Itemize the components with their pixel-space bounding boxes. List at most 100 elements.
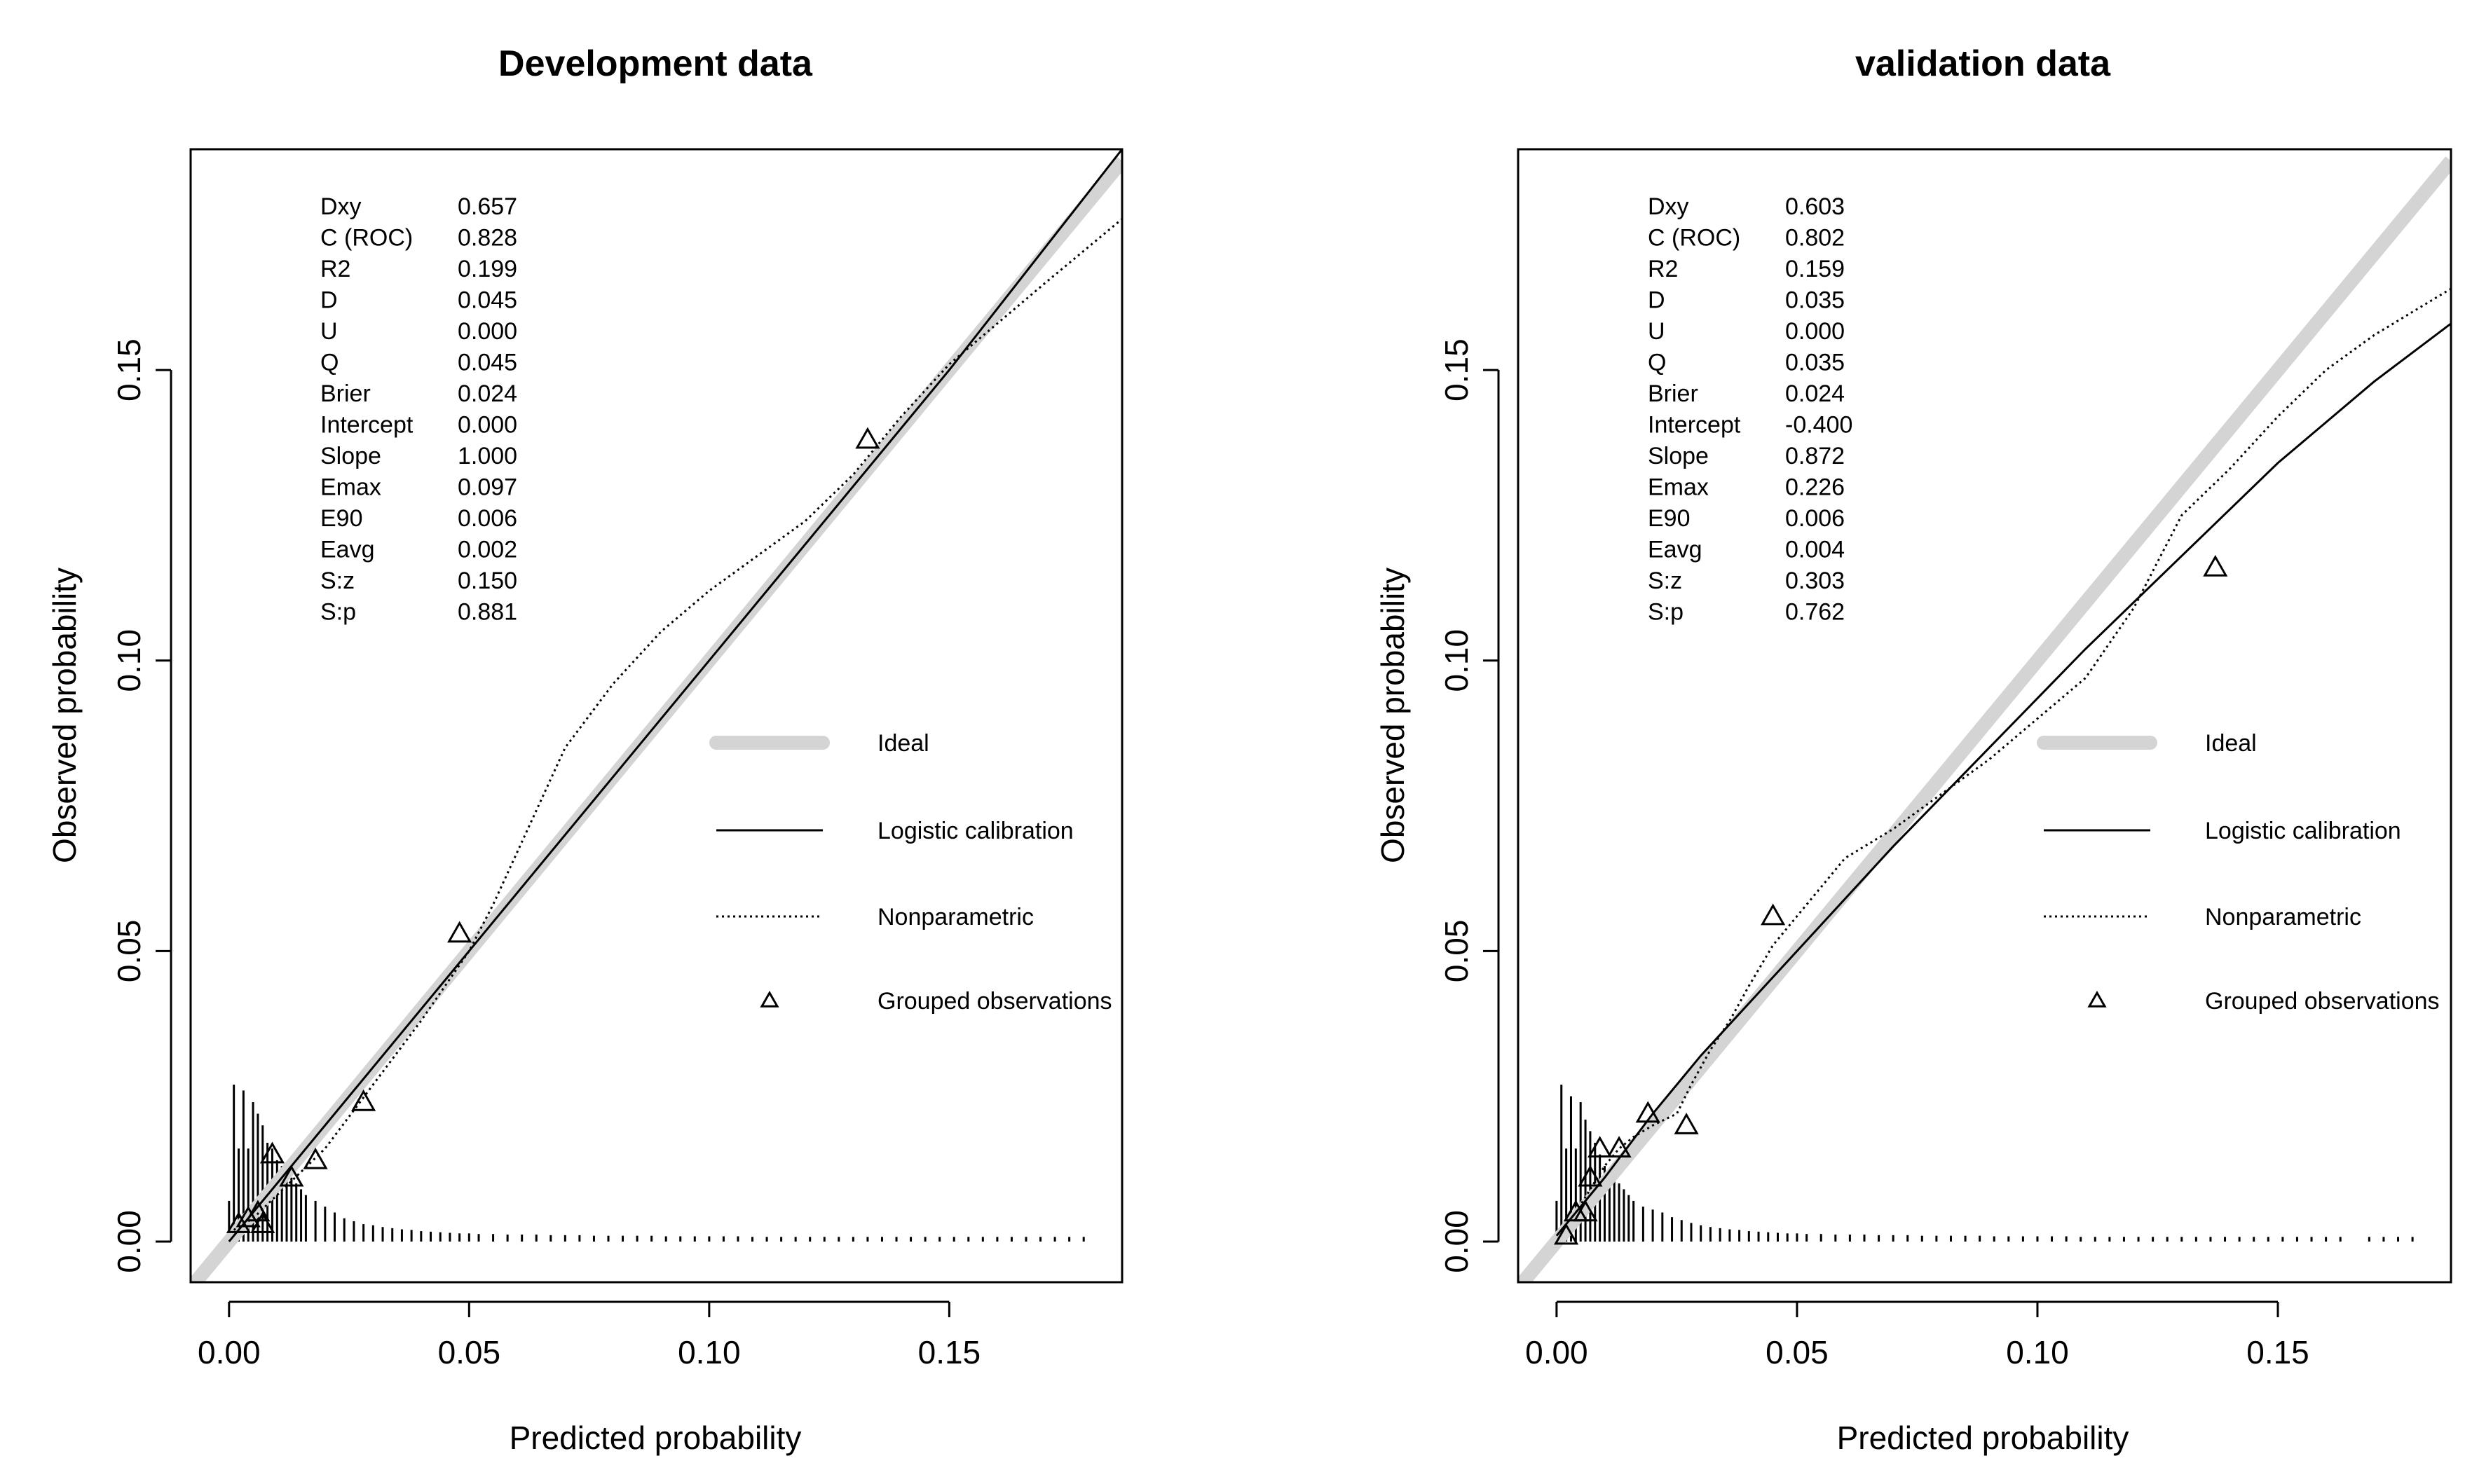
stat-label: D <box>320 287 338 314</box>
legend-triangle-swatch <box>760 990 779 1008</box>
stat-value: 0.226 <box>1785 474 1845 501</box>
grouped-observation-point <box>1554 1223 1579 1245</box>
stat-value: 0.872 <box>1785 443 1845 469</box>
legend: Ideal Logistic calibration Nonparametric Gr… <box>2037 730 2440 1015</box>
stat-value: 0.024 <box>458 380 517 407</box>
validation-panel: validation data Predicted probability Ob… <box>1374 43 2452 1456</box>
prediction-histogram <box>228 1085 1085 1242</box>
legend-triangle-swatch <box>2087 990 2107 1008</box>
grouped-observation-point <box>447 921 472 943</box>
stat-value: 0.000 <box>458 412 517 439</box>
stat-value: 0.150 <box>458 568 517 594</box>
grouped-observation-point <box>1578 1164 1603 1187</box>
stat-value: 0.603 <box>1785 193 1845 220</box>
stat-label: Brier <box>320 380 371 407</box>
stat-value: 1.000 <box>458 443 517 469</box>
x-tick-label: 0.00 <box>1525 1334 1588 1370</box>
legend-label: Logistic calibration <box>2205 818 2401 844</box>
stat-label: S:z <box>1648 568 1682 594</box>
stat-value: 0.303 <box>1785 568 1845 594</box>
stat-label: Intercept <box>1648 412 1741 439</box>
grouped-observation-point <box>2203 555 2228 577</box>
grouped-observation-point <box>1635 1101 1660 1123</box>
stat-value: 0.004 <box>1785 537 1845 563</box>
stat-label: Intercept <box>320 412 414 439</box>
x-tick-label: 0.10 <box>678 1334 741 1370</box>
legend-label: Ideal <box>2205 730 2257 757</box>
stat-label: E90 <box>1648 505 1691 532</box>
legend-label: Ideal <box>878 730 929 757</box>
grouped-observation-point <box>1674 1113 1699 1134</box>
grouped-observation-point <box>855 427 880 449</box>
x-tick-label: 0.05 <box>438 1334 501 1370</box>
grouped-observation-point <box>1761 903 1786 926</box>
stat-value: 0.045 <box>458 287 517 314</box>
chart-title: validation data <box>1855 43 2111 84</box>
ideal-line <box>1518 156 2451 1282</box>
grouped-observation-point <box>303 1147 328 1169</box>
legend-label: Logistic calibration <box>878 818 1074 844</box>
x-axis-label: Predicted probability <box>510 1420 802 1456</box>
grouped-observation-point <box>279 1164 304 1187</box>
plot-frame <box>189 148 1124 1284</box>
x-tick-label: 0.10 <box>2006 1334 2069 1370</box>
stat-label: U <box>1648 318 1665 345</box>
stat-label: D <box>1648 287 1665 314</box>
grouped-observation-point <box>1573 1200 1598 1222</box>
axis-ticks: 0.00 0.05 0.10 0.15 0.00 0.05 0.10 0.15 <box>111 338 981 1370</box>
x-tick-label: 0.05 <box>1766 1334 1829 1370</box>
stat-label: Q <box>320 350 339 376</box>
y-tick-label: 0.00 <box>111 1210 147 1273</box>
stat-label: Emax <box>320 474 381 501</box>
y-tick-label: 0.10 <box>111 629 147 692</box>
y-tick-label: 0.05 <box>111 920 147 983</box>
stat-value: 0.199 <box>458 256 517 282</box>
stat-label: U <box>320 318 338 345</box>
stat-label: Eavg <box>1648 537 1702 563</box>
x-tick-label: 0.15 <box>2246 1334 2309 1370</box>
axis-ticks: 0.00 0.05 0.10 0.15 0.00 0.05 0.10 0.15 <box>1438 338 2309 1370</box>
stat-label: Emax <box>1648 474 1709 501</box>
grouped-observation-point <box>1606 1136 1632 1158</box>
legend-label: Nonparametric <box>878 904 1034 930</box>
stat-value: 0.002 <box>458 537 517 563</box>
stat-value: 0.802 <box>1785 225 1845 252</box>
stat-label: C (ROC) <box>320 225 413 252</box>
legend: Ideal Logistic calibration Nonparametric Gr… <box>709 730 1112 1015</box>
stat-value: 0.097 <box>458 474 517 501</box>
stat-value: 0.024 <box>1785 380 1845 407</box>
stat-value: 0.159 <box>1785 256 1845 282</box>
chart-title: Development data <box>498 43 813 84</box>
stats-table: Dxy 0.657 C (ROC) 0.828 R2 0.199 D 0.045 U 0.000 Q… <box>320 193 517 626</box>
x-tick-label: 0.00 <box>198 1334 261 1370</box>
stats-table: Dxy 0.603 C (ROC) 0.802 R2 0.159 D 0.035 U 0.000 Q… <box>1648 193 1852 626</box>
stat-value: 0.762 <box>1785 599 1845 626</box>
stat-value: 0.006 <box>1785 505 1845 532</box>
stat-value: 0.006 <box>458 505 517 532</box>
stat-value: 0.035 <box>1785 350 1845 376</box>
y-tick-label: 0.05 <box>1438 920 1475 983</box>
y-tick-label: 0.10 <box>1438 629 1475 692</box>
stat-label: C (ROC) <box>1648 225 1740 252</box>
y-axis-label: Observed probability <box>1374 568 1411 863</box>
stat-value: 0.881 <box>458 599 517 626</box>
y-axis-label: Observed probability <box>46 568 83 863</box>
grouped-observation-point <box>351 1089 376 1111</box>
grouped-observation-point <box>1587 1136 1613 1158</box>
grouped-observation-point <box>226 1211 252 1233</box>
stat-label: Slope <box>320 443 381 469</box>
stat-label: Slope <box>1648 443 1709 469</box>
stat-label: Q <box>1648 350 1666 376</box>
stat-label: S:p <box>320 599 356 626</box>
plot-frame <box>1517 148 2452 1284</box>
logistic-calibration-line <box>228 149 1122 1242</box>
stat-label: R2 <box>320 256 350 282</box>
y-tick-label: 0.15 <box>111 338 147 401</box>
nonparametric-line <box>1560 287 2451 1231</box>
stat-label: R2 <box>1648 256 1678 282</box>
calibration-series <box>1518 156 2451 1282</box>
y-tick-label: 0.15 <box>1438 338 1475 401</box>
x-tick-label: 0.15 <box>918 1334 981 1370</box>
prediction-histogram <box>1555 1085 2414 1242</box>
